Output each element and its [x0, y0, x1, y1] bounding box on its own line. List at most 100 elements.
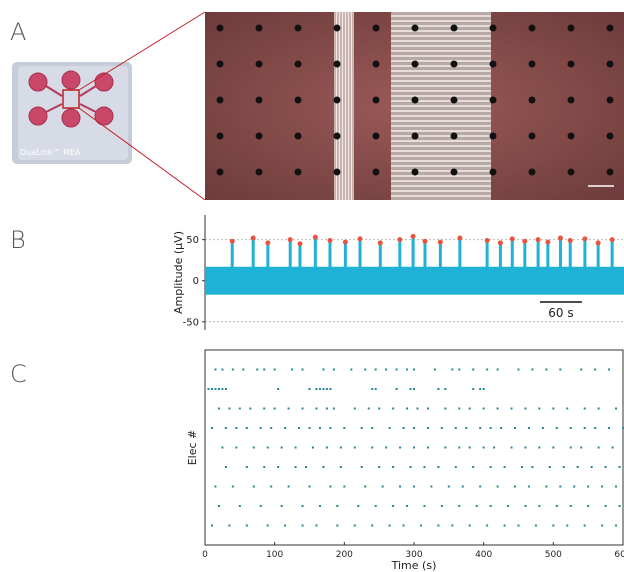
peak-dot [568, 238, 573, 243]
spike [246, 427, 248, 429]
spike [608, 369, 610, 371]
y-axis-label: Elec # [186, 430, 199, 466]
spike [500, 427, 502, 429]
trace-chart: -50050Amplitude (μV)60 s [172, 215, 624, 330]
spike [253, 447, 255, 449]
spike [542, 427, 544, 429]
x-tick-label: 200 [336, 550, 353, 560]
spike [434, 369, 436, 371]
spike [364, 369, 366, 371]
spike [580, 369, 582, 371]
spike [479, 388, 481, 390]
spike [375, 369, 377, 371]
spike [389, 427, 391, 429]
spike [427, 447, 429, 449]
spike [302, 369, 304, 371]
micrograph [205, 12, 624, 200]
spike [490, 505, 492, 507]
spike [211, 525, 213, 527]
figure: A DuaLink™ MEA B C -50050Amplitude (μV)6… [0, 0, 624, 572]
spike [242, 369, 244, 371]
spike [364, 486, 366, 488]
spike [333, 369, 335, 371]
spike [413, 369, 415, 371]
spike [556, 505, 558, 507]
spike [211, 427, 213, 429]
spike [302, 505, 304, 507]
spike [531, 369, 533, 371]
spike [329, 486, 331, 488]
spike [469, 525, 471, 527]
spike [232, 486, 234, 488]
spike [497, 369, 499, 371]
spike [584, 525, 586, 527]
spike [462, 486, 464, 488]
x-axis-label: Time (s) [391, 559, 437, 572]
spike [211, 388, 213, 390]
spike [413, 427, 415, 429]
spike [566, 525, 568, 527]
spike [483, 447, 485, 449]
spike [545, 369, 547, 371]
spike [246, 466, 248, 468]
spike [396, 388, 398, 390]
spike [309, 486, 311, 488]
spike [594, 427, 596, 429]
spike [221, 447, 223, 449]
peak-dot [596, 240, 601, 245]
spike [319, 427, 321, 429]
spike [225, 427, 227, 429]
peak-dot [422, 239, 427, 244]
spike [274, 408, 276, 410]
spike [601, 525, 603, 527]
spike [413, 388, 415, 390]
spike [228, 525, 230, 527]
spike [392, 505, 394, 507]
y-tick-label: 50 [186, 235, 199, 246]
spike [605, 466, 607, 468]
spike [423, 505, 425, 507]
peak-dot [358, 236, 363, 241]
spike [410, 388, 412, 390]
spike [371, 447, 373, 449]
spike [239, 408, 241, 410]
spike [361, 466, 363, 468]
spike [410, 466, 412, 468]
spike [591, 466, 593, 468]
spike [385, 447, 387, 449]
spike [472, 388, 474, 390]
spike [288, 408, 290, 410]
spike [615, 486, 617, 488]
spike [458, 408, 460, 410]
spike [511, 447, 513, 449]
spike [256, 369, 258, 371]
spike [448, 486, 450, 488]
spike [570, 505, 572, 507]
spike [518, 369, 520, 371]
spike [371, 427, 373, 429]
spike [601, 486, 603, 488]
spike [538, 447, 540, 449]
peak-dot [438, 240, 443, 245]
spike [455, 466, 457, 468]
spike [260, 505, 262, 507]
spike [514, 427, 516, 429]
spike [413, 486, 415, 488]
spike [371, 525, 373, 527]
spike [490, 427, 492, 429]
spike [235, 427, 237, 429]
spike [406, 505, 408, 507]
spike [444, 447, 446, 449]
spike [277, 466, 279, 468]
y-axis-label: Amplitude (μV) [172, 231, 185, 314]
spike [458, 447, 460, 449]
spike [309, 427, 311, 429]
spike [354, 525, 356, 527]
spike [221, 388, 223, 390]
spike [214, 369, 216, 371]
device-caption: DuaLink™ MEA [20, 148, 81, 157]
x-tick-label: 600 [614, 550, 624, 560]
spike [444, 388, 446, 390]
spike [605, 505, 607, 507]
spike [319, 505, 321, 507]
